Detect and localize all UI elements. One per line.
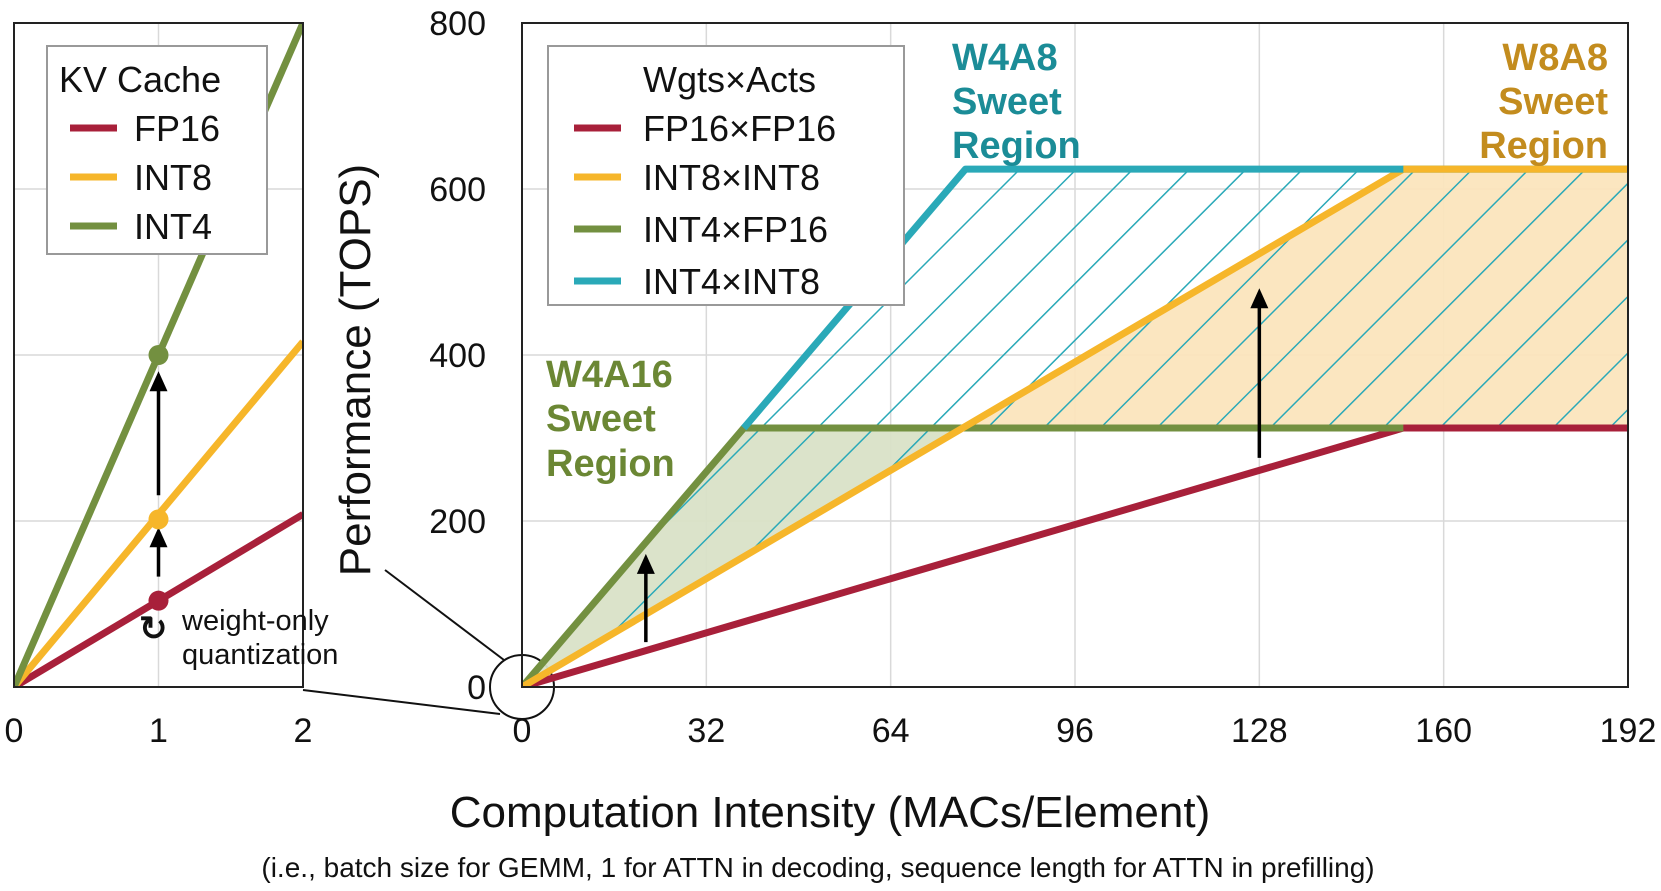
w4a16-label-line3: Region [546,443,675,485]
w4a8-region-label: W4A8 Sweet Region [952,37,1081,167]
legend-label-int4xint8: INT4×INT8 [643,261,820,302]
main-y-tick-0: 0 [467,669,486,707]
kv-arrow-0 [149,527,168,577]
main-plot-frame [521,22,1629,688]
main-x-tick-64: 64 [872,712,910,750]
left-x-tick-1: 1 [149,712,168,750]
main-x-tick-192: 192 [1600,712,1657,750]
w8a8-label-line3: Region [1479,125,1608,167]
wgts-acts-legend: Wgts×Acts FP16×FP16 INT8×INT8 INT4×FP16 … [547,45,905,306]
kv-arrow-1-head [149,371,168,392]
legend-title: Wgts×Acts [643,59,816,100]
w4a16-label-line2: Sweet [546,398,656,440]
legend-box [46,45,268,255]
y-axis-title: Performance (TOPS) [331,164,380,576]
main-roofline-panel: 0 32 64 96 128 160 192 0 200 400 600 800 Wgts×Acts… [331,5,1656,750]
legend-title: KV Cache [59,59,221,100]
kv-cache-legend: KV Cache FP16 INT8 INT4 [46,45,268,255]
left-x-tick-2: 2 [294,712,313,750]
left-plot-frame [13,22,304,688]
main-y-tick-600: 600 [429,171,486,209]
main-x-tick-32: 32 [687,712,725,750]
kv-point-int4 [148,345,169,365]
legend-label-int8: INT8 [134,157,212,198]
main-arrow-1-head [1250,288,1269,309]
w4a16-label-line1: W4A16 [546,354,673,396]
zoom-line-upper [384,569,505,661]
main-y-ticks: 0 200 400 600 800 [429,5,486,707]
left-x-ticks: 0 1 2 [5,712,313,750]
main-x-ticks: 0 32 64 96 128 160 192 [513,712,1657,750]
legend-label-int8xint8: INT8×INT8 [643,157,820,198]
annotation-line1: weight-only [181,605,329,637]
legend-label-int4: INT4 [134,206,212,247]
kv-cache-zoom-panel: 0 1 2 KV Cache FP16 INT8 INT4 ↻ weight-onl… [5,22,338,750]
w4a8-label-line1: W4A8 [952,37,1058,79]
main-y-tick-400: 400 [429,337,486,375]
x-axis-title: Computation Intensity (MACs/Element) [450,788,1211,837]
annotation-line2: quantization [182,639,338,671]
main-x-tick-128: 128 [1231,712,1288,750]
w8a8-region-label: W8A8 Sweet Region [1479,37,1608,167]
main-x-tick-96: 96 [1056,712,1094,750]
main-arrow-1 [1250,288,1269,458]
legend-label-int4xfp16: INT4×FP16 [643,209,828,250]
main-arrow-0 [636,553,655,643]
zoom-connector [302,569,555,720]
legend-label-fp16xfp16: FP16×FP16 [643,108,836,149]
kv-point-fp16 [148,590,169,611]
w8a8-label-line1: W8A8 [1502,37,1608,79]
w4a8-label-line2: Sweet [952,81,1062,123]
main-arrow-0-head [636,553,655,574]
w4a16-region-label: W4A16 Sweet Region [546,354,675,485]
main-y-tick-200: 200 [429,503,486,541]
weight-only-annotation: ↻ weight-only quantization [139,605,338,671]
rotate-icon: ↻ [139,610,168,648]
left-plot-area [14,23,303,687]
main-y-tick-800: 800 [429,5,486,43]
legend-label-fp16: FP16 [134,108,220,149]
w4a8-label-line3: Region [952,125,1081,167]
zoom-line-lower [302,689,501,715]
kv-arrow-0-head [149,527,168,548]
main-x-tick-160: 160 [1415,712,1472,750]
w8a8-label-line2: Sweet [1498,81,1608,123]
x-axis-note: (i.e., batch size for GEMM, 1 for ATTN i… [261,852,1374,883]
main-x-tick-0: 0 [513,712,532,750]
left-x-tick-0: 0 [5,712,24,750]
kv-arrow-1 [149,371,168,496]
kv-point-int8 [148,509,169,530]
